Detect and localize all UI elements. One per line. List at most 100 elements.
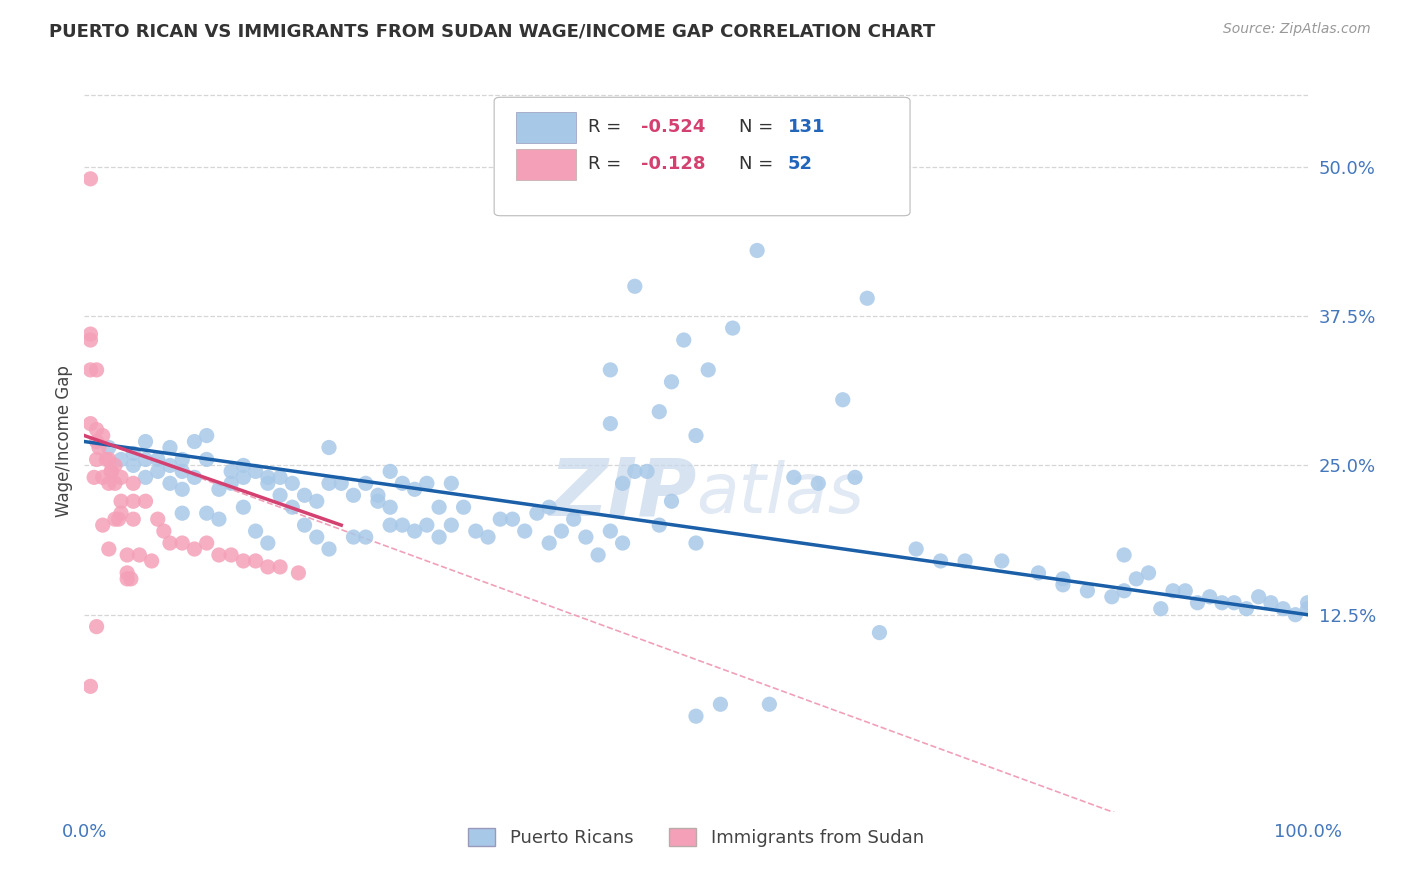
Point: [269, 470, 291, 484]
Point: [318, 541, 340, 556]
Point: [697, 363, 720, 377]
Point: [599, 363, 621, 377]
Point: [586, 548, 609, 562]
Point: [135, 434, 157, 449]
Point: [107, 512, 129, 526]
Point: [79, 363, 101, 377]
Y-axis label: Wage/Income Gap: Wage/Income Gap: [55, 366, 73, 517]
Point: [257, 560, 280, 574]
Point: [96, 452, 118, 467]
Point: [831, 392, 853, 407]
Point: [929, 554, 952, 568]
Point: [195, 452, 218, 467]
Point: [416, 476, 439, 491]
Point: [562, 512, 585, 526]
FancyBboxPatch shape: [516, 112, 576, 144]
Point: [281, 500, 304, 515]
Point: [575, 530, 598, 544]
Point: [104, 458, 127, 473]
Point: [648, 518, 671, 533]
Point: [115, 548, 138, 562]
Point: [257, 470, 280, 484]
Point: [1284, 607, 1306, 622]
Point: [391, 518, 413, 533]
Point: [1125, 572, 1147, 586]
Point: [79, 327, 101, 342]
Point: [477, 530, 499, 544]
Point: [86, 423, 108, 437]
Point: [391, 476, 413, 491]
Point: [232, 554, 254, 568]
Point: [685, 428, 707, 442]
Point: [526, 506, 548, 520]
Point: [269, 488, 291, 502]
Point: [1114, 583, 1136, 598]
Point: [159, 441, 181, 455]
Point: [79, 679, 101, 693]
Point: [489, 512, 512, 526]
Point: [135, 494, 157, 508]
Point: [79, 333, 101, 347]
Point: [146, 464, 169, 478]
Text: -0.524: -0.524: [641, 118, 706, 136]
Point: [330, 476, 353, 491]
Point: [115, 572, 138, 586]
Point: [257, 536, 280, 550]
Point: [219, 464, 242, 478]
Point: [122, 458, 145, 473]
Point: [146, 452, 169, 467]
Point: [685, 709, 707, 723]
Point: [287, 566, 309, 580]
Point: [783, 470, 806, 484]
Point: [464, 524, 486, 538]
Point: [97, 476, 120, 491]
FancyBboxPatch shape: [516, 149, 576, 180]
Point: [599, 417, 621, 431]
Point: [1223, 596, 1246, 610]
Point: [141, 554, 163, 568]
Text: ZIP: ZIP: [548, 454, 696, 533]
Point: [1150, 601, 1173, 615]
Point: [86, 434, 108, 449]
Point: [513, 524, 536, 538]
Point: [100, 464, 122, 478]
Point: [110, 470, 132, 484]
Point: [709, 698, 731, 712]
Point: [305, 494, 328, 508]
Point: [104, 476, 127, 491]
Point: [1296, 596, 1319, 610]
Point: [183, 541, 205, 556]
Text: R =: R =: [588, 155, 627, 173]
Point: [550, 524, 572, 538]
Point: [219, 476, 242, 491]
Point: [97, 541, 120, 556]
Point: [648, 405, 671, 419]
Point: [1187, 596, 1209, 610]
Point: [257, 476, 280, 491]
Point: [208, 548, 231, 562]
Point: [122, 446, 145, 460]
Point: [1052, 572, 1074, 586]
Point: [232, 500, 254, 515]
Point: [97, 452, 120, 467]
Point: [453, 500, 475, 515]
Point: [367, 494, 389, 508]
Point: [807, 476, 830, 491]
Point: [1247, 590, 1270, 604]
Point: [367, 488, 389, 502]
Point: [1236, 601, 1258, 615]
Point: [538, 500, 561, 515]
Point: [1272, 601, 1295, 615]
Point: [232, 458, 254, 473]
Point: [159, 458, 181, 473]
Point: [146, 512, 169, 526]
Point: [721, 321, 744, 335]
Point: [245, 464, 267, 478]
Point: [172, 464, 194, 478]
Point: [502, 512, 524, 526]
Point: [440, 518, 463, 533]
Legend: Puerto Ricans, Immigrants from Sudan: Puerto Ricans, Immigrants from Sudan: [461, 821, 931, 855]
FancyBboxPatch shape: [494, 97, 910, 216]
Point: [91, 428, 114, 442]
Point: [612, 476, 634, 491]
